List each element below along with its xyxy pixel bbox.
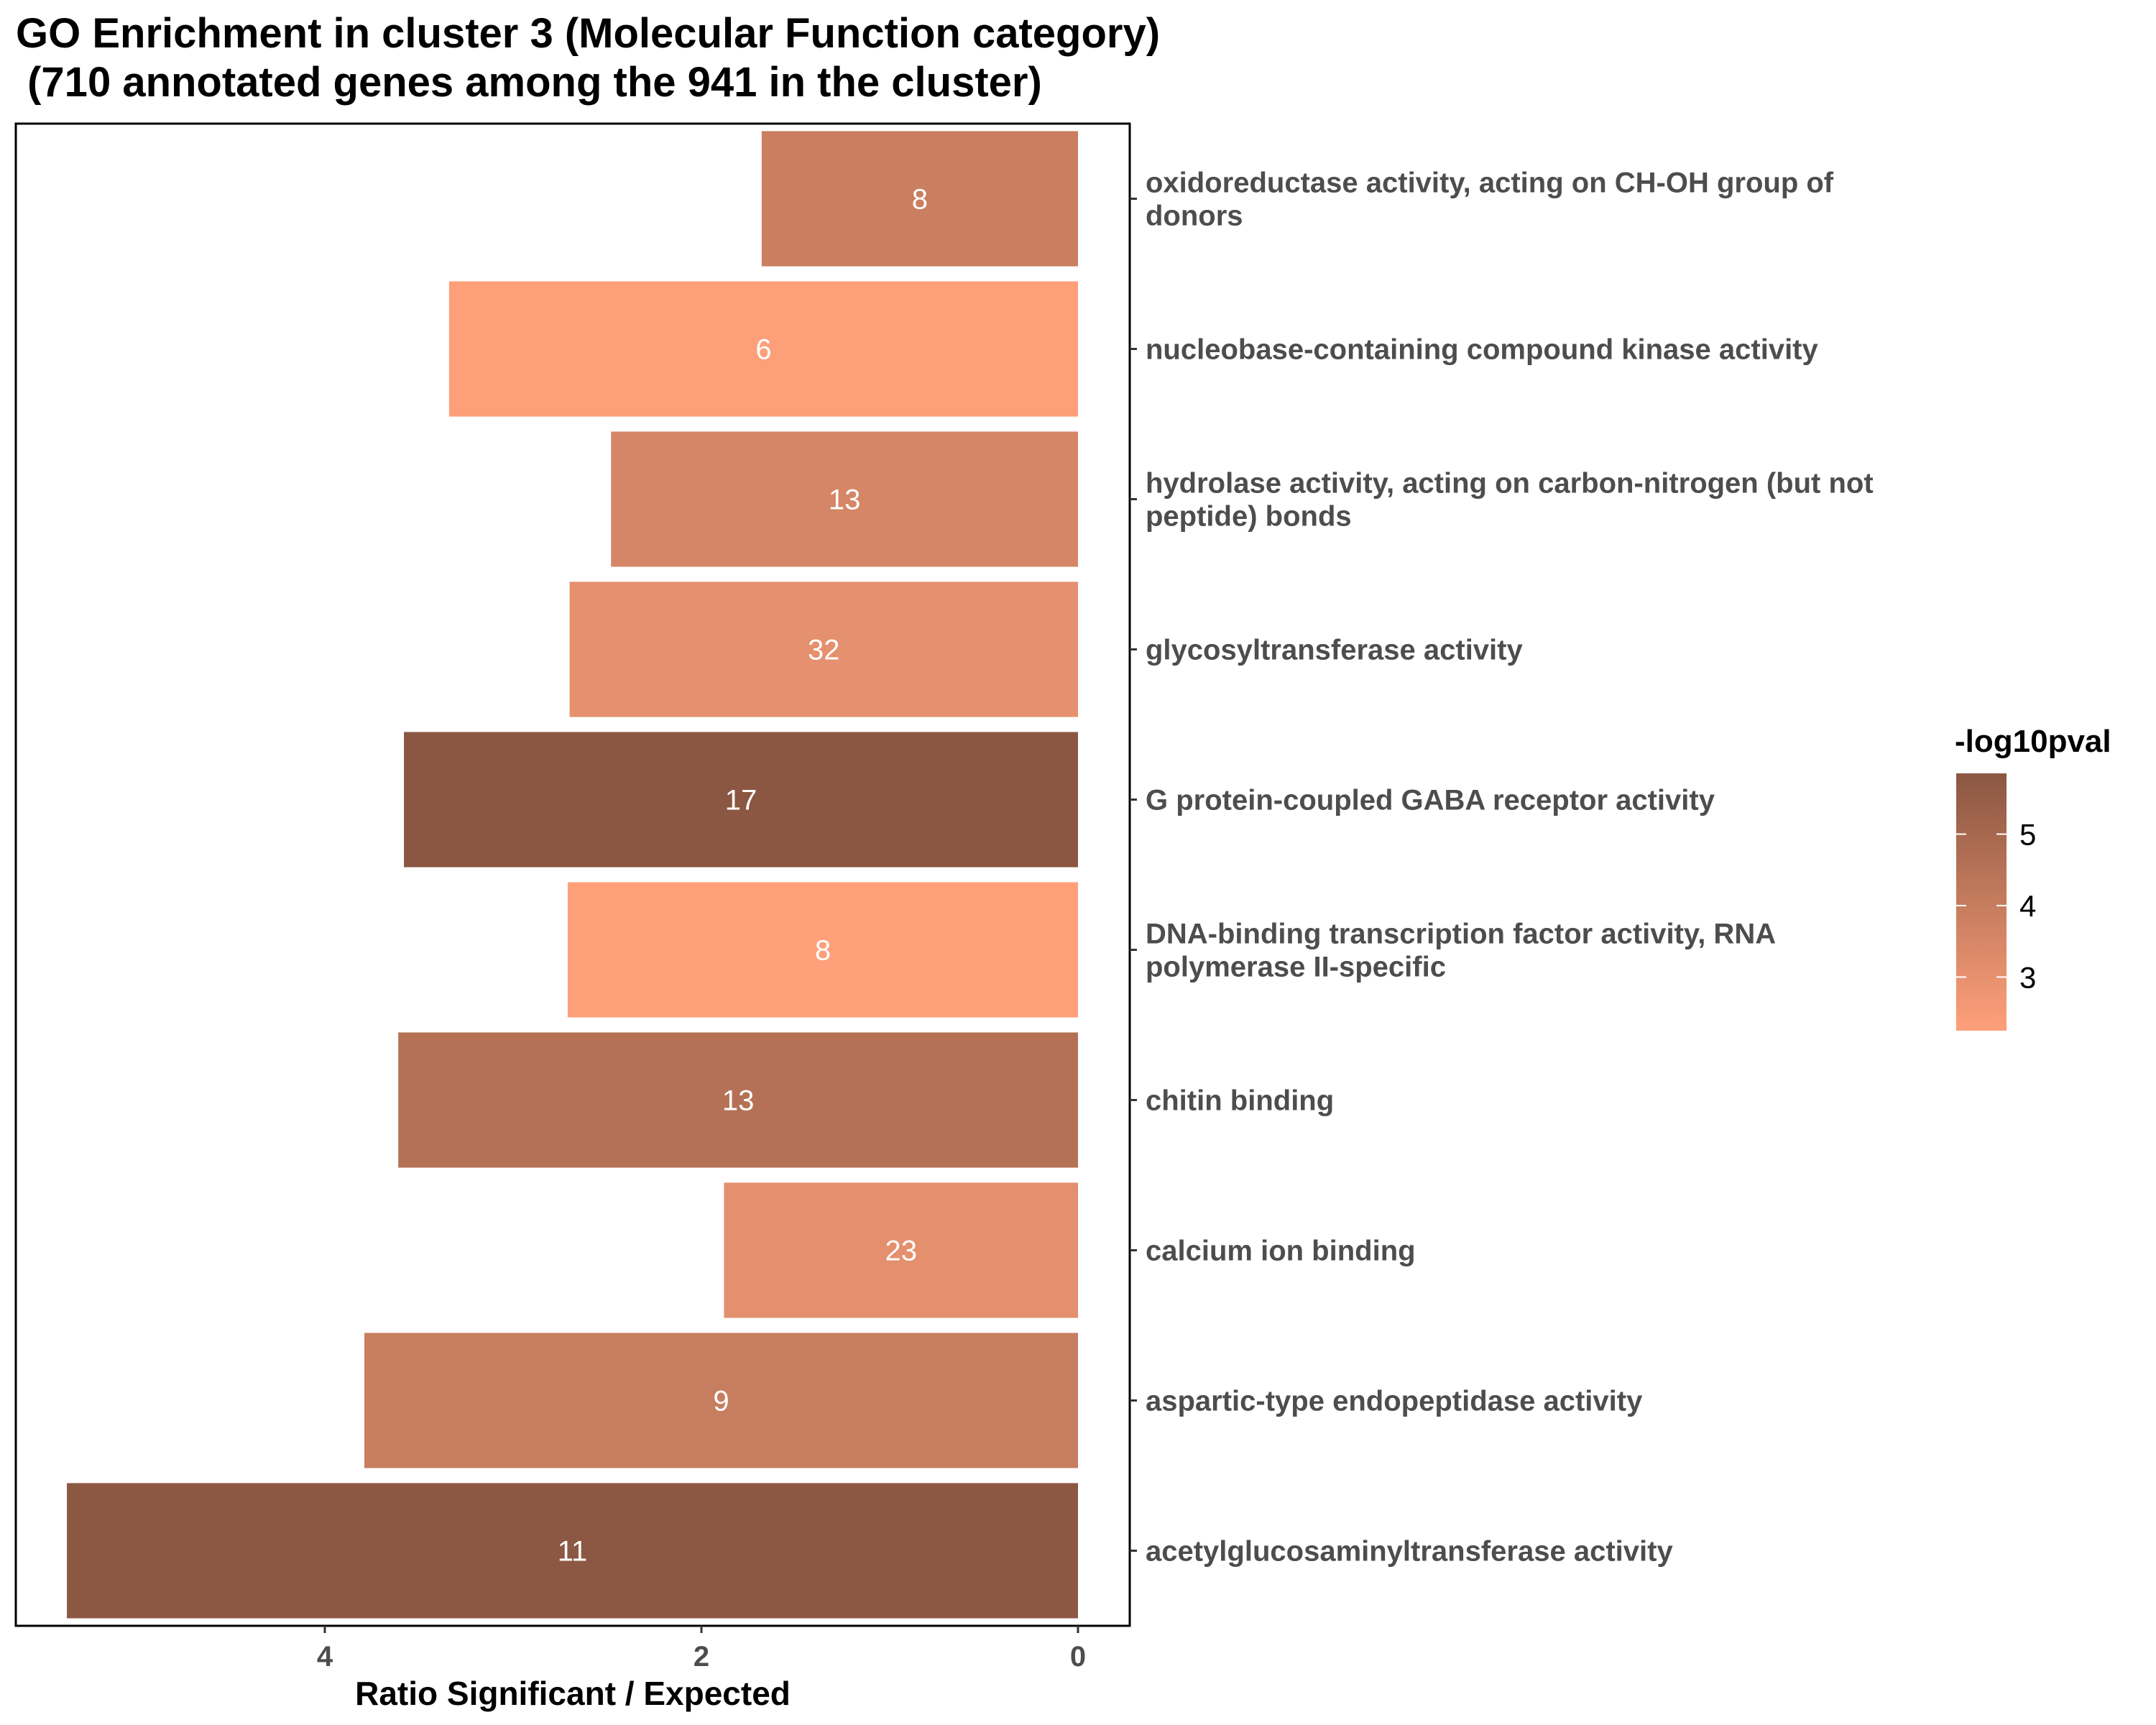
bar-9 (364, 1333, 1078, 1468)
bar-value-label: 17 (725, 785, 757, 816)
bar-value-label: 13 (829, 484, 861, 516)
legend-tick-label: 4 (2019, 889, 2036, 923)
bar-3 (611, 431, 1078, 567)
legend-colorbar (1956, 773, 2007, 1031)
category-label: DNA-binding transcription factor activit… (1146, 919, 1776, 983)
legend: -log10pval 5 4 3 (1955, 724, 2111, 1031)
x-tick-label: 0 (1070, 1641, 1086, 1673)
bar-value-label: 9 (713, 1386, 729, 1417)
x-axis: 4 2 0 (317, 1626, 1086, 1673)
bar-value-label: 6 (755, 334, 771, 366)
bar-6 (567, 882, 1078, 1018)
category-label: calcium ion binding (1146, 1236, 1416, 1267)
category-label: G protein-coupled GABA receptor activity (1146, 785, 1715, 816)
y-axis: oxidoreductase activity, acting on CH-OH… (1130, 167, 1874, 1568)
bar-value-label: 8 (815, 935, 831, 967)
bar-8 (724, 1182, 1078, 1318)
category-label: aspartic-type endopeptidase activity (1146, 1386, 1643, 1417)
category-label: hydrolase activity, acting on carbon-nit… (1146, 468, 1874, 533)
bar-value-labels: 8 6 13 32 17 8 13 23 9 11 (558, 184, 928, 1568)
category-label: nucleobase-containing compound kinase ac… (1146, 334, 1818, 366)
bar-2 (448, 281, 1078, 417)
category-label: oxidoreductase activity, acting on CH-OH… (1146, 167, 1834, 232)
bars (67, 131, 1078, 1619)
category-label: glycosyltransferase activity (1146, 635, 1523, 666)
bar-value-label: 11 (558, 1536, 588, 1568)
bar-value-label: 13 (722, 1085, 755, 1117)
chart-title: GO Enrichment in cluster 3 (Molecular Fu… (16, 10, 1160, 106)
bar-value-label: 32 (808, 635, 840, 666)
plot-panel-border (14, 122, 1131, 1627)
legend-tick-label: 3 (2019, 960, 2036, 994)
category-label: chitin binding (1146, 1085, 1334, 1117)
bar-10 (67, 1483, 1078, 1619)
bar-value-label: 8 (912, 184, 928, 216)
x-axis-title: Ratio Significant / Expected (355, 1675, 791, 1712)
bar-4 (569, 581, 1078, 717)
bar-1 (761, 131, 1078, 267)
bar-5 (404, 732, 1078, 868)
legend-tick-label: 5 (2019, 818, 2036, 852)
bar-value-label: 23 (885, 1236, 917, 1267)
x-tick-label: 2 (694, 1641, 709, 1673)
legend-title: -log10pval (1955, 724, 2111, 759)
bar-7 (398, 1032, 1078, 1168)
category-label: acetylglucosaminyltransferase activity (1146, 1536, 1673, 1568)
x-tick-label: 4 (317, 1641, 333, 1673)
